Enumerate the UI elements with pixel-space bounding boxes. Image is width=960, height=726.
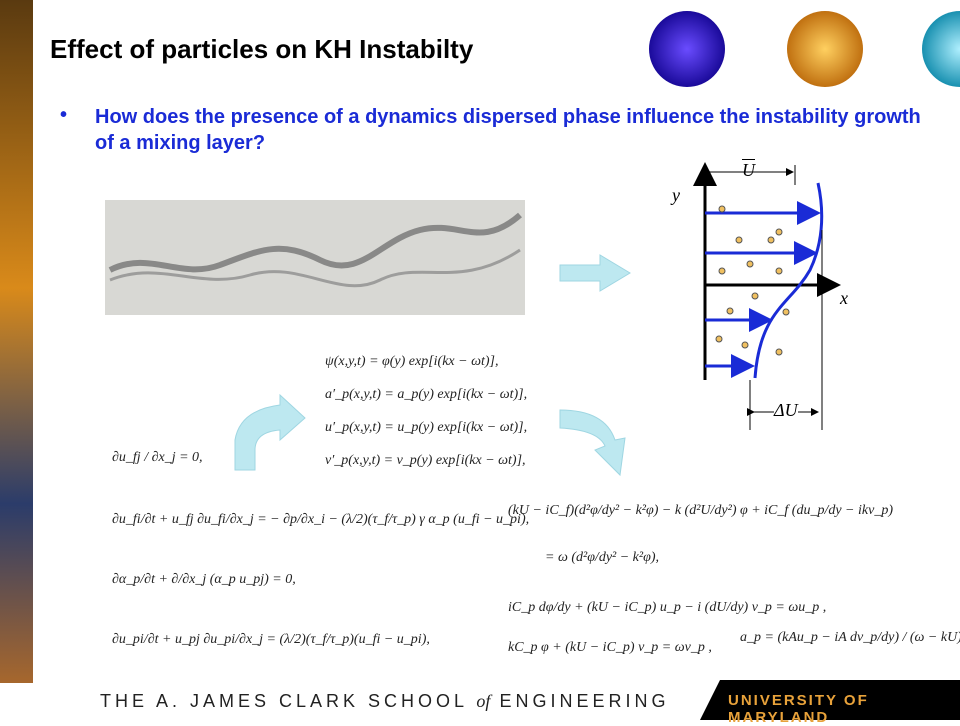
flow-pattern bbox=[108, 212, 522, 273]
decor-circle bbox=[787, 11, 863, 87]
velocity-profile bbox=[753, 182, 824, 379]
bullet: How does the presence of a dynamics disp… bbox=[95, 106, 921, 154]
arrow bbox=[559, 409, 626, 477]
equation: iC_p dφ/dy + (kU − iC_p) u_p − i (dU/dy)… bbox=[508, 600, 827, 615]
footer-university: UNIVERSITY OF MARYLAND bbox=[728, 692, 869, 726]
axis-label: y bbox=[672, 185, 680, 205]
equation: ∂u_fi/∂t + u_fj ∂u_fi/∂x_j = − ∂p/∂x_i −… bbox=[112, 512, 530, 527]
particles bbox=[715, 205, 790, 356]
side-strip bbox=[0, 0, 33, 720]
bullet-marker: • bbox=[60, 104, 68, 126]
title: Effect of particles on KH Instabilty bbox=[50, 34, 474, 64]
footer-school: THE A. JAMES CLARK SCHOOL of ENGINEERING bbox=[100, 691, 669, 712]
equation: ψ(x,y,t) = φ(y) exp[i(kx − ωt)], bbox=[325, 354, 499, 369]
equation: ∂α_p/∂t + ∂/∂x_j (α_p u_pj) = 0, bbox=[112, 572, 296, 587]
diagram-label: ΔU bbox=[774, 400, 798, 421]
equation: u′_p(x,y,t) = u_p(y) exp[i(kx − ωt)], bbox=[325, 420, 528, 435]
footer-text: ENGINEERING bbox=[499, 691, 670, 711]
footer-text: THE A. JAMES CLARK SCHOOL bbox=[100, 691, 468, 711]
equation: ∂u_fj / ∂x_j = 0, bbox=[112, 450, 203, 465]
footer-text: of bbox=[476, 691, 491, 711]
equation: = ω (d²φ/dy² − k²φ), bbox=[545, 550, 660, 565]
arrow bbox=[234, 393, 306, 471]
equation: kC_p φ + (kU − iC_p) v_p = ωv_p , bbox=[508, 640, 712, 655]
equation: a_p = (kAu_p − iA dv_p/dy) / (ω − kU). bbox=[740, 630, 960, 645]
equation: a′_p(x,y,t) = a_p(y) exp[i(kx − ωt)], bbox=[325, 387, 528, 402]
equation: ∂u_pi/∂t + u_pj ∂u_pi/∂x_j = (λ/2)(τ_f/τ… bbox=[112, 632, 430, 647]
diagram-label: U bbox=[742, 160, 755, 180]
arrow bbox=[559, 254, 631, 292]
decor-circle bbox=[649, 11, 725, 87]
footer-band bbox=[700, 680, 960, 720]
decor-circle bbox=[922, 11, 960, 87]
equation: v′_p(x,y,t) = v_p(y) exp[i(kx − ωt)], bbox=[325, 453, 526, 468]
axis-label: x bbox=[840, 288, 848, 308]
velocity-arrows bbox=[705, 201, 821, 378]
equation: (kU − iC_f)(d²φ/dy² − k²φ) − k (d²U/dy²)… bbox=[508, 503, 893, 518]
flow-pattern bbox=[109, 248, 521, 288]
